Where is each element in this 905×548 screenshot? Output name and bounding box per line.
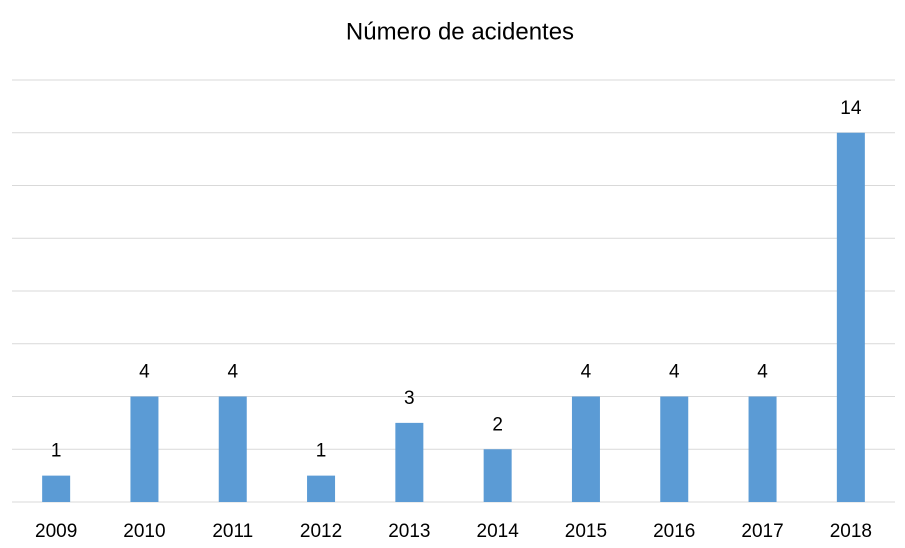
x-tick-label: 2009 <box>35 521 77 542</box>
bar <box>218 396 247 502</box>
bar <box>395 422 424 502</box>
data-label: 4 <box>139 362 150 383</box>
x-tick-label: 2014 <box>477 521 520 542</box>
data-label: 4 <box>227 362 238 383</box>
data-label: 1 <box>316 441 327 462</box>
x-tick-label: 2012 <box>300 521 342 542</box>
bar <box>42 475 71 502</box>
data-label: 4 <box>757 362 768 383</box>
x-tick-label: 2011 <box>212 521 253 542</box>
bar <box>130 396 159 502</box>
data-label: 1 <box>51 441 62 462</box>
x-tick-label: 2018 <box>830 521 872 542</box>
data-label: 14 <box>840 98 862 119</box>
bar <box>660 396 689 502</box>
x-tick-label: 2013 <box>388 521 430 542</box>
x-tick-label: 2015 <box>565 521 607 542</box>
x-tick-label: 2016 <box>653 521 695 542</box>
bar <box>307 475 336 502</box>
x-tick-label: 2017 <box>741 521 783 542</box>
bar <box>748 396 777 502</box>
x-tick-label: 2010 <box>123 521 165 542</box>
bar <box>483 449 512 502</box>
data-label: 2 <box>492 414 503 435</box>
data-label: 4 <box>669 362 680 383</box>
bar <box>571 396 600 502</box>
bar <box>836 132 865 502</box>
data-label: 3 <box>404 388 415 409</box>
chart-title: Número de acidentes <box>346 18 574 45</box>
data-label: 4 <box>581 362 592 383</box>
